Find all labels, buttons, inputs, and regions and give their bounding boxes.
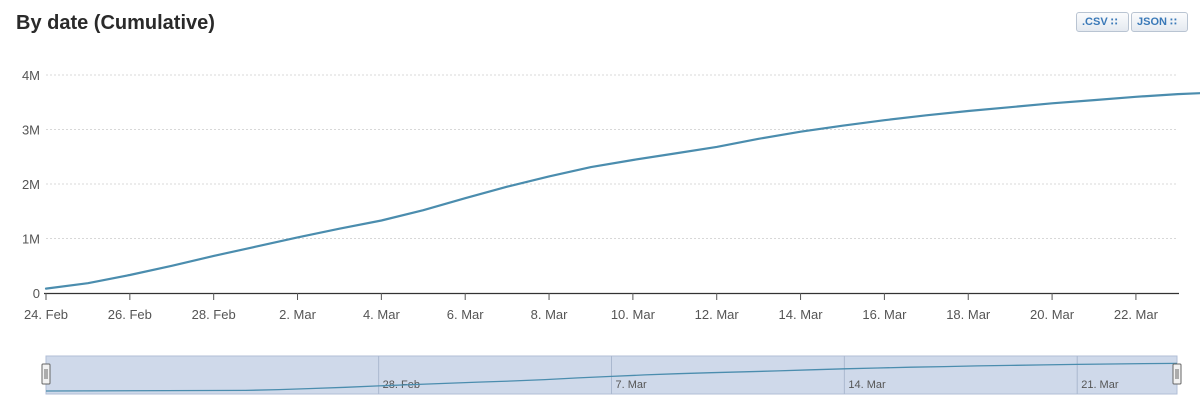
data-point — [1093, 99, 1095, 101]
x-tick-label: 10. Mar — [611, 307, 656, 322]
data-point — [548, 175, 550, 177]
y-tick-label: 0 — [33, 286, 40, 301]
data-point — [255, 246, 257, 248]
navigator-tick-label: 7. Mar — [616, 379, 648, 391]
data-point — [506, 186, 508, 188]
x-tick-label: 22. Mar — [1114, 307, 1159, 322]
navigator-series-line — [45, 362, 1178, 392]
x-tick-label: 24. Feb — [24, 307, 68, 322]
data-point — [45, 288, 47, 290]
data-point — [171, 265, 173, 267]
data-point — [674, 152, 676, 154]
data-point — [129, 274, 131, 276]
data-point — [1051, 102, 1053, 104]
navigator-right-handle[interactable] — [1172, 363, 1182, 385]
series-layer — [44, 92, 1200, 290]
rss-feed-icon: ∷ — [1110, 17, 1118, 28]
data-point — [1177, 93, 1179, 95]
data-point — [296, 236, 298, 238]
data-point — [213, 255, 215, 257]
navigator-tick-label: 14. Mar — [848, 379, 886, 391]
x-tick-label: 18. Mar — [946, 307, 991, 322]
json-button-label: JSON — [1137, 16, 1167, 28]
y-tick-label: 3M — [22, 123, 40, 138]
data-point — [1135, 96, 1137, 98]
handle-grip — [1172, 363, 1182, 385]
data-point — [1009, 106, 1011, 108]
data-point — [925, 114, 927, 116]
x-tick-label: 6. Mar — [447, 307, 485, 322]
data-point — [422, 209, 424, 211]
x-axis: 24. Feb 26. Feb 28. Feb 2. Mar 4. Mar 6. Mar 8… — [24, 292, 1179, 322]
data-point — [632, 159, 634, 161]
data-point — [758, 138, 760, 140]
y-tick-label: 4M — [22, 68, 40, 83]
json-export-button[interactable]: JSON ∷ — [1131, 12, 1188, 32]
x-tick-label: 2. Mar — [279, 307, 317, 322]
y-axis-labels: 0 1M 2M 3M 4M — [22, 68, 40, 301]
chart-title: By date (Cumulative) — [16, 12, 215, 34]
grid-layer — [46, 74, 1177, 239]
x-tick-label: 26. Feb — [108, 307, 152, 322]
x-tick-label: 16. Mar — [862, 307, 907, 322]
rss-feed-icon: ∷ — [1169, 17, 1177, 28]
x-tick-label: 28. Feb — [192, 307, 236, 322]
data-point — [841, 125, 843, 127]
data-point — [883, 119, 885, 121]
x-tick-label: 20. Mar — [1030, 307, 1075, 322]
data-point — [87, 282, 89, 284]
data-point — [380, 219, 382, 221]
data-point — [338, 228, 340, 230]
data-point — [967, 110, 969, 112]
series-line-cumulative — [44, 92, 1200, 290]
navigator-tick-label: 21. Mar — [1081, 379, 1119, 391]
navigator-left-handle[interactable] — [41, 363, 51, 385]
y-tick-label: 2M — [22, 177, 40, 192]
x-tick-label: 4. Mar — [363, 307, 401, 322]
data-point — [799, 131, 801, 133]
x-tick-label: 14. Mar — [779, 307, 824, 322]
range-navigator[interactable]: 28. Feb 7. Mar 14. Mar 21. Mar — [41, 355, 1182, 395]
csv-export-button[interactable]: .CSV ∷ — [1076, 12, 1129, 32]
data-point — [716, 146, 718, 148]
data-point — [590, 166, 592, 168]
data-point — [464, 197, 466, 199]
handle-grip — [41, 363, 51, 385]
y-tick-label: 1M — [22, 232, 40, 247]
x-tick-label: 12. Mar — [695, 307, 740, 322]
csv-button-label: .CSV — [1082, 16, 1108, 28]
x-tick-label: 8. Mar — [531, 307, 569, 322]
